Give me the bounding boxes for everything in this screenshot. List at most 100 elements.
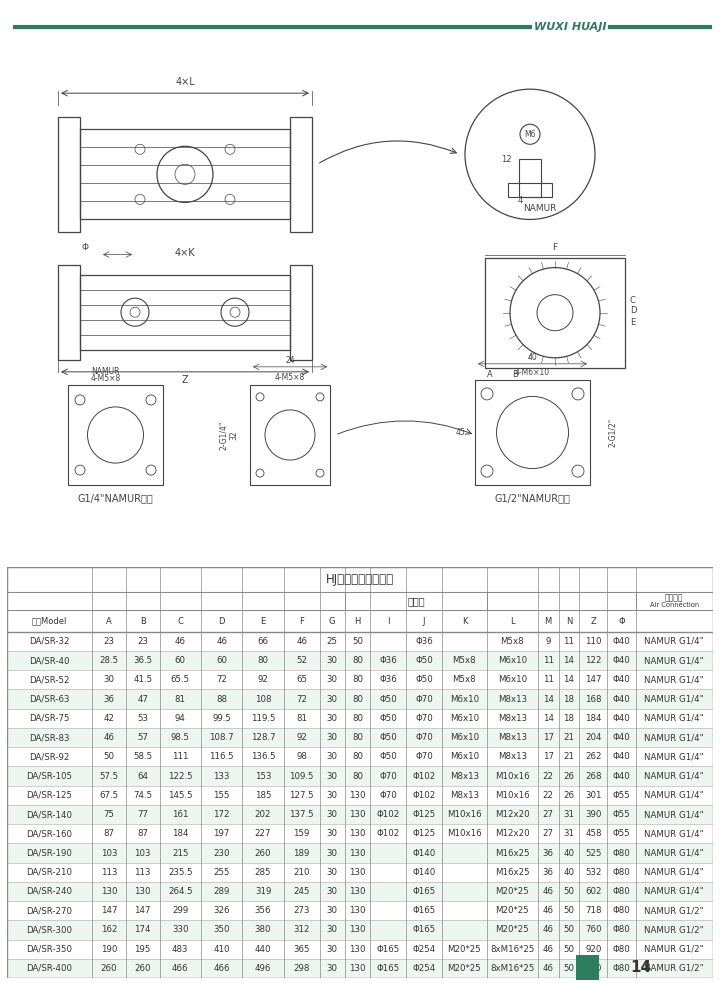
Text: 50: 50 (563, 887, 575, 896)
Text: Φ40: Φ40 (613, 772, 631, 781)
Text: Φ40: Φ40 (613, 656, 631, 665)
Text: 365: 365 (294, 945, 310, 954)
Text: NAMUR G1/4": NAMUR G1/4" (644, 714, 704, 723)
Text: 14: 14 (630, 959, 652, 975)
Text: NAMUR G1/4": NAMUR G1/4" (644, 848, 704, 857)
Text: NAMUR: NAMUR (91, 367, 120, 376)
Text: 602: 602 (585, 887, 602, 896)
Bar (80, 274, 290, 350)
Text: 119.5: 119.5 (251, 714, 275, 723)
Text: G1/4"NAMUR标准: G1/4"NAMUR标准 (78, 493, 153, 503)
Bar (290, 264, 312, 360)
Text: Φ70: Φ70 (379, 790, 397, 800)
Text: G: G (329, 616, 336, 625)
Bar (290, 117, 312, 232)
Text: NAMUR G1/4": NAMUR G1/4" (644, 810, 704, 819)
Text: Φ36: Φ36 (379, 656, 397, 665)
Text: 525: 525 (585, 848, 602, 857)
Text: DA/SR-52: DA/SR-52 (30, 675, 70, 684)
Bar (250, 385, 330, 486)
Text: 174: 174 (135, 925, 151, 935)
Text: 147: 147 (585, 675, 602, 684)
Text: M5x8: M5x8 (500, 637, 524, 646)
Text: Φ70: Φ70 (415, 733, 433, 742)
Bar (7, 567, 713, 592)
Text: M6x10: M6x10 (450, 752, 479, 761)
Text: Φ40: Φ40 (613, 695, 631, 704)
Text: B: B (140, 616, 145, 625)
Text: 260: 260 (255, 848, 271, 857)
Text: 36: 36 (103, 695, 114, 704)
Text: 53: 53 (138, 714, 148, 723)
Text: 18: 18 (563, 695, 575, 704)
Text: Φ70: Φ70 (415, 752, 433, 761)
Text: H: H (354, 616, 361, 625)
Bar (7, 958, 713, 978)
Text: NAMUR G1/4": NAMUR G1/4" (644, 790, 704, 800)
Text: 109.5: 109.5 (289, 772, 314, 781)
Text: 2-G1/2": 2-G1/2" (608, 418, 617, 447)
Text: 75: 75 (103, 810, 114, 819)
Text: 940: 940 (585, 964, 601, 973)
Text: Φ102: Φ102 (413, 772, 436, 781)
Text: 312: 312 (294, 925, 310, 935)
Text: 46: 46 (175, 637, 186, 646)
Text: DA/SR-32: DA/SR-32 (30, 637, 70, 646)
Text: 36: 36 (543, 868, 554, 877)
Text: 80: 80 (352, 733, 363, 742)
Text: 81: 81 (175, 695, 186, 704)
Text: 57.5: 57.5 (99, 772, 118, 781)
Bar (519, 159, 541, 198)
Text: M6: M6 (524, 130, 536, 139)
Text: M6x10: M6x10 (450, 714, 479, 723)
Text: 气源接口: 气源接口 (665, 594, 683, 603)
Text: 60: 60 (175, 656, 186, 665)
Text: 50: 50 (563, 925, 575, 935)
Text: 31: 31 (563, 810, 575, 819)
Text: 52: 52 (296, 656, 307, 665)
Text: DA/SR-190: DA/SR-190 (27, 848, 73, 857)
Bar (7, 805, 713, 824)
Text: 30: 30 (327, 733, 338, 742)
Text: 130: 130 (349, 945, 366, 954)
Text: 21: 21 (563, 733, 575, 742)
Text: 30: 30 (327, 848, 338, 857)
Text: 65: 65 (296, 675, 307, 684)
Text: 326: 326 (213, 906, 230, 915)
Text: Φ125: Φ125 (413, 830, 436, 838)
Text: Φ50: Φ50 (379, 714, 397, 723)
Text: NAMUR G1/4": NAMUR G1/4" (644, 868, 704, 877)
Text: Φ40: Φ40 (613, 714, 631, 723)
Text: 30: 30 (327, 964, 338, 973)
Bar (58, 117, 80, 232)
Text: DA/SR-240: DA/SR-240 (27, 887, 73, 896)
Text: 210: 210 (294, 868, 310, 877)
Text: 204: 204 (585, 733, 602, 742)
Text: 11: 11 (563, 637, 575, 646)
Text: 4×K: 4×K (175, 248, 195, 258)
Text: Φ70: Φ70 (415, 714, 433, 723)
Text: Φ165: Φ165 (377, 945, 400, 954)
Text: 8xM16*25: 8xM16*25 (490, 945, 534, 954)
Text: 136.5: 136.5 (251, 752, 276, 761)
Text: 230: 230 (213, 848, 230, 857)
Text: 299: 299 (172, 906, 189, 915)
Text: 4: 4 (518, 197, 523, 205)
Text: 46: 46 (543, 925, 554, 935)
Text: DA/SR-92: DA/SR-92 (30, 752, 70, 761)
Text: 30: 30 (327, 887, 338, 896)
Text: M16x25: M16x25 (495, 868, 530, 877)
Bar (576, 954, 599, 980)
Text: 92: 92 (258, 675, 269, 684)
Text: Φ102: Φ102 (377, 810, 400, 819)
Text: M10x16: M10x16 (447, 810, 482, 819)
Text: 264.5: 264.5 (168, 887, 193, 896)
Text: 133: 133 (213, 772, 230, 781)
Text: NAMUR G1/4": NAMUR G1/4" (644, 830, 704, 838)
Text: 356: 356 (255, 906, 271, 915)
Text: 103: 103 (135, 848, 151, 857)
Text: 46: 46 (543, 964, 554, 973)
Text: M20*25: M20*25 (448, 964, 481, 973)
Text: 22: 22 (543, 790, 554, 800)
Text: 172: 172 (213, 810, 230, 819)
